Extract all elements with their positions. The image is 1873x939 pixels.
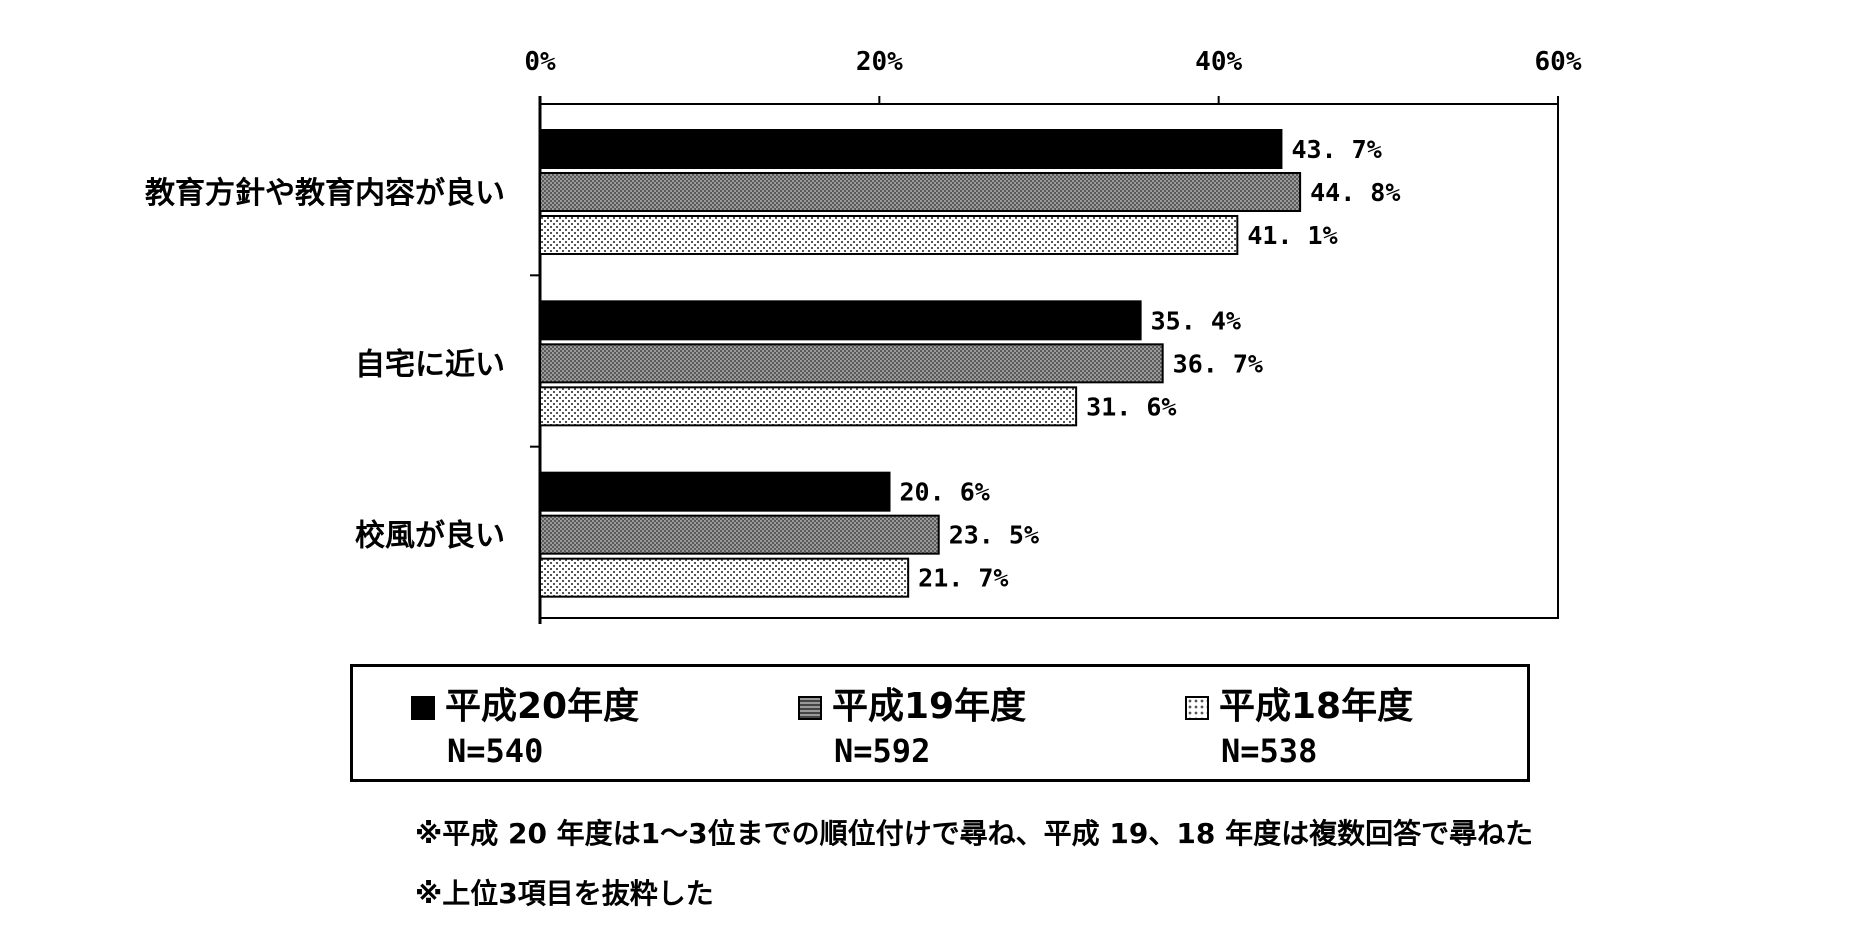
- bar-chart: 0% 20% 40% 60% 教育方針や教育内容が良い 43. 7% 44. 8% 41. 1…: [145, 47, 1582, 624]
- data-label: 23. 5%: [949, 521, 1039, 550]
- legend-item-h18: 平成18年度 N=538: [1185, 685, 1413, 773]
- bar: [539, 557, 910, 598]
- legend-swatch-dots: [1185, 696, 1209, 720]
- data-label: 44. 8%: [1310, 178, 1400, 207]
- legend-swatch-solid: [411, 696, 435, 720]
- category-label: 校風が良い: [355, 519, 505, 554]
- legend-label: 平成20年度: [445, 686, 640, 727]
- data-label: 43. 7%: [1291, 135, 1381, 164]
- data-label: 36. 7%: [1173, 349, 1263, 378]
- bar: [539, 514, 940, 555]
- data-label: 31. 6%: [1086, 392, 1176, 421]
- legend-swatch-dense: [798, 696, 822, 720]
- legend: 平成20年度 N=540 平成19年度 N=592 平成18年度 N=538: [350, 664, 1530, 782]
- bar: [539, 471, 891, 512]
- legend-n-count: N=538: [1221, 732, 1318, 770]
- legend-n-count: N=540: [447, 732, 544, 770]
- plot-area: 0% 20% 40% 60% 教育方針や教育内容が良い 43. 7% 44. 8% 41. 1…: [145, 47, 1582, 624]
- x-tick-label: 20%: [856, 47, 903, 77]
- category-label: 自宅に近い: [355, 347, 505, 382]
- legend-label: 平成19年度: [832, 686, 1027, 727]
- x-tick-label: 0%: [524, 47, 556, 77]
- footnote-2: ※上位3項目を抜粋した: [415, 877, 714, 910]
- legend-item-h19: 平成19年度 N=592: [798, 685, 1026, 773]
- bar: [539, 343, 1164, 384]
- legend-n-count: N=592: [834, 732, 931, 770]
- data-label: 35. 4%: [1151, 306, 1241, 335]
- footnote-1: ※平成 20 年度は1～3位までの順位付けで尋ね、平成 19、18 年度は複数回…: [415, 817, 1534, 850]
- data-label: 21. 7%: [918, 564, 1008, 593]
- x-tick-label: 40%: [1195, 47, 1242, 77]
- bar: [539, 172, 1302, 212]
- bar: [539, 300, 1142, 341]
- x-tick-label: 60%: [1535, 47, 1582, 77]
- bar: [539, 129, 1283, 169]
- legend-label: 平成18年度: [1219, 686, 1414, 727]
- data-label: 20. 6%: [900, 478, 990, 507]
- bar: [539, 386, 1078, 427]
- category-label: 教育方針や教育内容が良い: [145, 176, 505, 211]
- legend-item-h20: 平成20年度 N=540: [411, 685, 639, 773]
- bar: [539, 215, 1239, 255]
- data-label: 41. 1%: [1247, 221, 1337, 250]
